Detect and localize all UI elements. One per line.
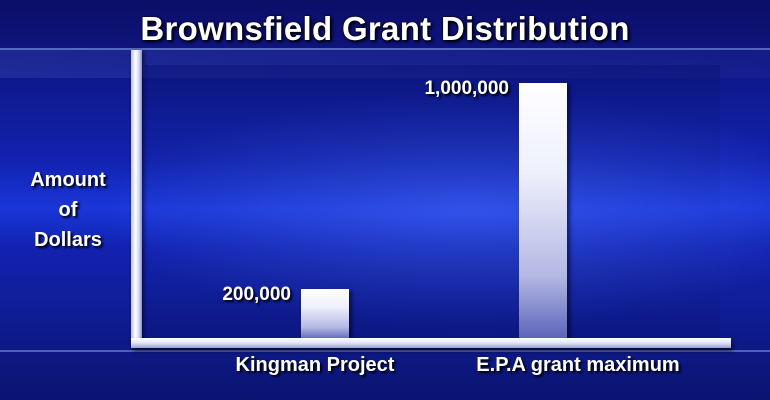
y-axis-line <box>131 50 142 345</box>
chart-title: Brownsfield Grant Distribution <box>140 10 630 47</box>
bar-epa-grant-maximum <box>519 83 567 340</box>
x-axis-line <box>131 338 731 348</box>
background-stripe <box>0 48 770 50</box>
category-label-kingman-project: Kingman Project <box>235 354 395 376</box>
category-label-epa-grant-maximum: E.P.A grant maximum <box>476 354 680 376</box>
background-stripe <box>0 350 770 352</box>
y-axis-label-line: Amount <box>30 169 106 191</box>
data-label-kingman-project: 200,000 <box>222 284 291 305</box>
data-label-epa-grant-maximum: 1,000,000 <box>424 78 509 99</box>
y-axis-label: Amount of Dollars <box>12 165 124 255</box>
y-axis-label-line: Dollars <box>34 229 102 251</box>
y-axis-label-line: of <box>58 199 78 221</box>
bar-kingman-project <box>301 289 349 340</box>
plot-area <box>145 65 720 337</box>
